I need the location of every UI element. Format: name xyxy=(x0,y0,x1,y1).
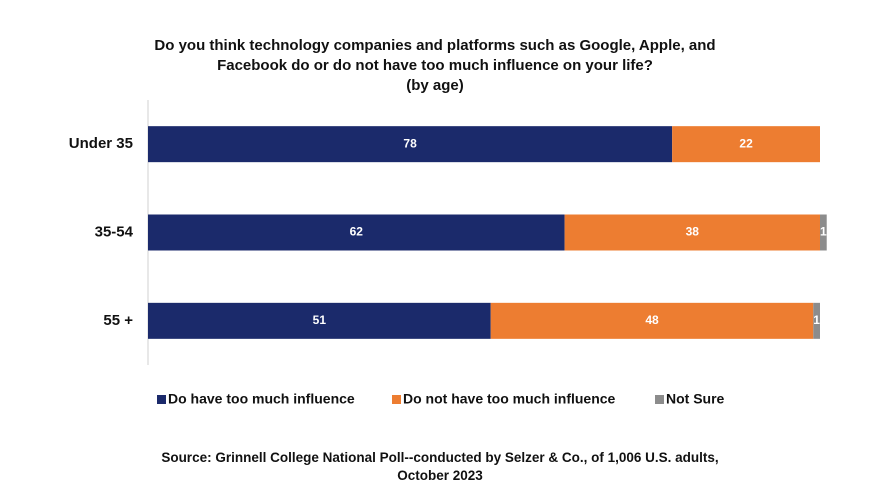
legend-swatch xyxy=(392,395,401,404)
data-label: 38 xyxy=(686,225,700,239)
bar-segment xyxy=(672,126,820,163)
data-label: 22 xyxy=(739,136,753,150)
bar-segment xyxy=(148,302,491,339)
y-tick-label: 55 + xyxy=(103,312,133,329)
y-tick-label: 35-54 xyxy=(95,223,134,240)
source-note: Source: Grinnell College National Poll--… xyxy=(161,450,719,483)
bar-segment xyxy=(148,214,565,251)
data-label: 62 xyxy=(350,225,364,239)
bar-segment xyxy=(820,214,827,251)
legend-label: Do not have too much influence xyxy=(403,391,616,407)
data-label: 1 xyxy=(813,313,820,327)
legend-swatch xyxy=(655,395,664,404)
legend-swatch xyxy=(157,395,166,404)
bar-segment xyxy=(490,302,814,339)
data-label: 48 xyxy=(645,313,659,327)
bar-segment xyxy=(148,126,673,163)
bar-segment xyxy=(564,214,820,251)
chart-title: Do you think technology companies and pl… xyxy=(154,37,716,74)
data-label: 78 xyxy=(403,136,417,150)
data-label: 1 xyxy=(820,225,827,239)
chart-subtitle: (by age) xyxy=(406,77,464,94)
legend-label: Do have too much influence xyxy=(168,391,355,407)
data-label: 51 xyxy=(313,313,327,327)
y-tick-label: Under 35 xyxy=(69,135,133,152)
legend-label: Not Sure xyxy=(666,391,725,407)
bar-segment xyxy=(813,302,820,339)
